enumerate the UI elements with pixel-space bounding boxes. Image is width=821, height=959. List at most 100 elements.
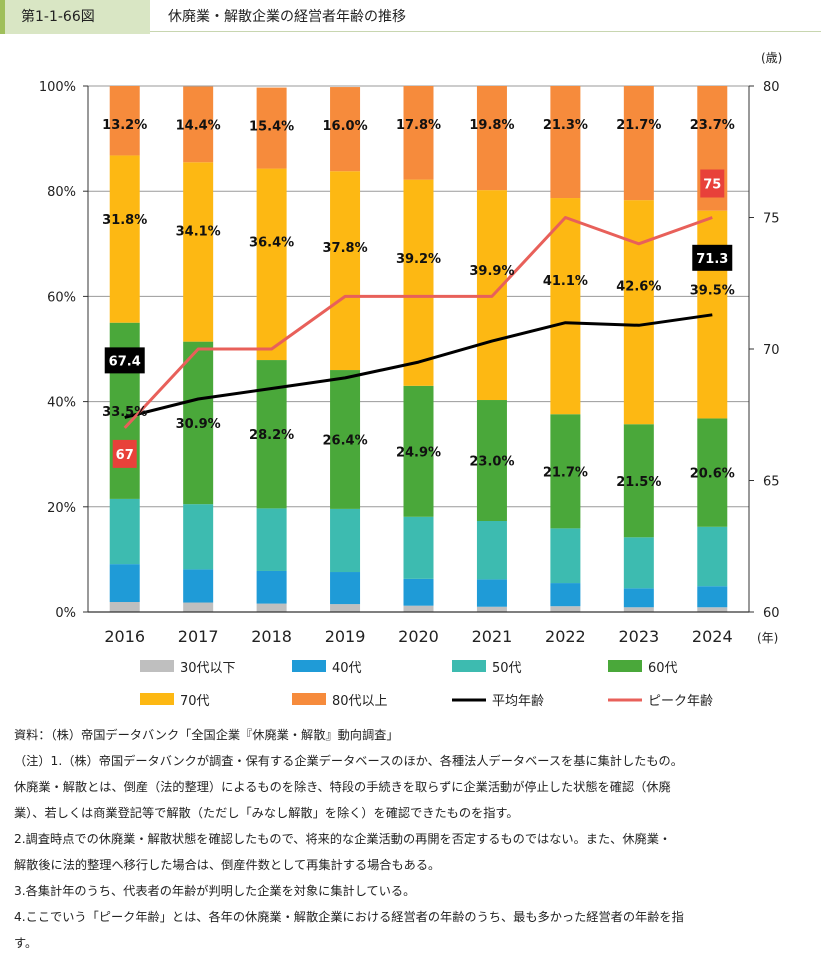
legend-label: 平均年齢	[492, 694, 544, 709]
bar-segment	[256, 570, 287, 604]
bar-segment	[256, 87, 287, 169]
right-tick-label: 70	[763, 343, 780, 358]
bar-segment	[330, 604, 361, 612]
legend-label: 80代以上	[332, 694, 388, 709]
segment-data-label: 24.9%	[396, 445, 441, 460]
segment-data-label: 23.0%	[469, 455, 514, 470]
note-line: 休廃業・解散とは、倒産（法的整理）によるものを除き、特段の手続きを取らずに企業活…	[14, 780, 671, 794]
note-line: 業）、若しくは商業登記等で解散（ただし「みなし解散」を除く）を確認できたものを指…	[14, 806, 519, 820]
right-tick-label: 65	[763, 475, 780, 490]
bar-segment	[550, 414, 581, 529]
left-tick-label: 100%	[39, 80, 76, 95]
left-tick-label: 20%	[47, 501, 76, 516]
segment-data-label: 15.4%	[249, 120, 294, 135]
segment-data-label: 42.6%	[616, 279, 661, 294]
category-label: 2018	[251, 627, 292, 646]
category-label: 2020	[398, 627, 439, 646]
bar-segment	[256, 168, 287, 361]
peak-age-callout-box	[112, 439, 137, 468]
left-tick-label: 80%	[47, 185, 76, 200]
bar-segment	[183, 602, 214, 612]
peak-age-callout: 75	[703, 178, 721, 193]
bar-segment	[476, 579, 507, 607]
bar-segment	[403, 179, 434, 386]
bar-segment	[623, 86, 654, 201]
right-tick-label: 60	[763, 606, 780, 621]
note-line: 3.各集計年のうち、代表者の年齢が判明した企業を対象に集計している。	[14, 884, 416, 898]
bar-segment	[697, 607, 728, 612]
category-label: 2019	[325, 627, 366, 646]
note-line: （注）1.（株）帝国データバンクが調査・保有する企業データベースのほか、各種法人…	[14, 754, 683, 768]
bar-segment	[550, 583, 581, 607]
segment-data-label: 17.8%	[396, 118, 441, 133]
segment-data-label: 41.1%	[543, 274, 588, 289]
bar-segment	[550, 198, 581, 415]
left-tick-label: 40%	[47, 396, 76, 411]
figure-header: 第1-1-66図 休廃業・解散企業の経営者年齢の推移	[0, 0, 821, 34]
segment-data-label: 19.8%	[469, 118, 514, 133]
peak-age-line	[123, 216, 713, 429]
segment-data-label: 21.7%	[616, 118, 661, 133]
segment-data-label: 21.5%	[616, 475, 661, 490]
bar-segment	[476, 606, 507, 612]
segment-data-label: 28.2%	[249, 428, 294, 443]
bar-segment	[476, 400, 507, 522]
bar-segment	[330, 171, 361, 371]
left-tick-label: 0%	[55, 606, 76, 621]
legend-label: 60代	[648, 661, 678, 676]
segment-data-label: 34.1%	[176, 224, 221, 239]
average-age-callout: 67.4	[109, 354, 141, 369]
bar-segment	[623, 607, 654, 612]
note-line: 2.調査時点での休廃業・解散状態を確認したもので、将来的な企業活動の再開を否定す…	[14, 832, 672, 846]
segment-data-label: 33.5%	[102, 405, 147, 420]
bar-segment	[403, 516, 434, 579]
legend-label: 50代	[492, 661, 522, 676]
bar-segment	[330, 370, 361, 509]
legend-label: 70代	[180, 694, 210, 709]
bar-segment	[623, 200, 654, 425]
bar-segment	[109, 498, 140, 565]
bar-segment	[183, 504, 214, 570]
segment-data-label: 21.3%	[543, 118, 588, 133]
category-label: 2023	[618, 627, 659, 646]
source-notes: 資料：（株）帝国データバンク「全国企業『休廃業・解散』動向調査」 （注）1.（株…	[14, 722, 809, 956]
bar-segment	[403, 86, 434, 180]
legend-label: 30代以下	[180, 661, 236, 676]
segment-data-label: 30.9%	[176, 417, 221, 432]
segment-data-label: 31.8%	[102, 213, 147, 228]
bar-segment	[183, 86, 214, 163]
bar-segment	[476, 86, 507, 191]
category-label: 2021	[472, 627, 513, 646]
bar-segment	[256, 603, 287, 612]
bar-segment	[109, 86, 140, 156]
bar-segment	[183, 569, 214, 603]
category-label: 2017	[178, 627, 219, 646]
bar-segment	[697, 586, 728, 608]
bar-segment	[623, 424, 654, 538]
segment-data-label: 13.2%	[102, 118, 147, 133]
segment-data-label: 36.4%	[249, 235, 294, 250]
bar-segment	[109, 564, 140, 603]
segment-data-label: 37.8%	[323, 241, 368, 256]
figure-number: 第1-1-66図	[0, 0, 150, 34]
average-age-callout-box	[692, 244, 733, 271]
category-label: 2016	[104, 627, 145, 646]
bar-segment	[623, 588, 654, 608]
segment-data-label: 39.9%	[469, 264, 514, 279]
peak-age-callout: 67	[116, 448, 134, 463]
note-line: 解散後に法的整理へ移行した場合は、倒産件数として再集計する場合もある。	[14, 858, 441, 872]
right-axis-unit: (歳)	[761, 51, 782, 65]
left-tick-label: 60%	[47, 290, 76, 305]
legend-swatch	[292, 693, 326, 705]
segment-data-label: 20.6%	[690, 467, 735, 482]
segment-data-label: 23.7%	[690, 118, 735, 133]
segment-data-label: 39.5%	[690, 284, 735, 299]
figure-title: 休廃業・解散企業の経営者年齢の推移	[168, 9, 406, 25]
bar-segment	[403, 578, 434, 606]
legend-swatch	[452, 660, 486, 672]
right-tick-label: 75	[763, 212, 780, 227]
bar-segment	[697, 526, 728, 587]
bar-segment	[550, 86, 581, 199]
peak-age-callout-box	[700, 169, 725, 198]
note-line: す。	[14, 936, 38, 950]
